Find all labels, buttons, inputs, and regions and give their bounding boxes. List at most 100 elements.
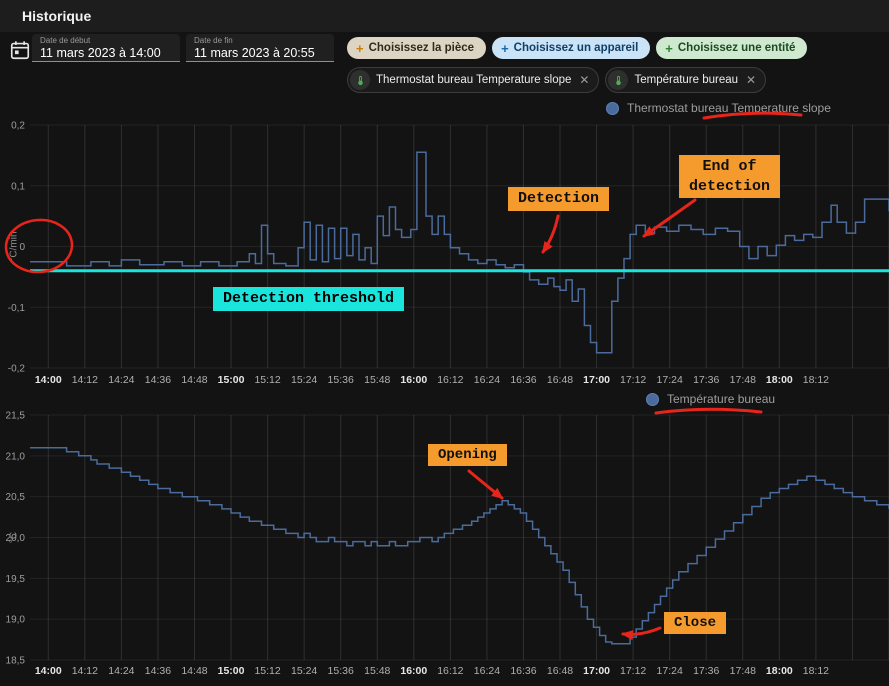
choose-entity-chip[interactable]: + Choisissez une entité — [656, 37, 808, 59]
svg-text:18:12: 18:12 — [803, 665, 829, 677]
start-date-label: Date de début — [40, 36, 91, 45]
svg-text:16:48: 16:48 — [547, 665, 573, 677]
choose-area-label: Choisissez la pièce — [368, 42, 475, 54]
end-date-value: 11 mars 2023 à 20:55 — [194, 46, 315, 60]
svg-text:14:12: 14:12 — [72, 374, 98, 386]
svg-text:16:12: 16:12 — [437, 374, 463, 386]
thermometer-icon — [608, 70, 629, 90]
svg-text:17:24: 17:24 — [657, 374, 683, 386]
svg-text:17:36: 17:36 — [693, 665, 719, 677]
svg-text:18,5: 18,5 — [6, 656, 26, 667]
svg-text:14:12: 14:12 — [72, 665, 98, 677]
svg-text:20,5: 20,5 — [6, 492, 26, 503]
svg-text:14:24: 14:24 — [108, 665, 134, 677]
svg-text:-0,2: -0,2 — [8, 364, 26, 375]
svg-text:17:24: 17:24 — [657, 665, 683, 677]
legend-label: Thermostat bureau Temperature slope — [627, 101, 831, 115]
close-icon[interactable]: ✕ — [579, 73, 590, 87]
annotation-end-line1: End of — [702, 158, 757, 175]
svg-text:0,1: 0,1 — [11, 181, 25, 192]
svg-text:19,5: 19,5 — [6, 574, 26, 585]
entity-chip-temperature[interactable]: Température bureau ✕ — [605, 67, 767, 93]
svg-text:-0,1: -0,1 — [8, 303, 26, 314]
svg-text:16:24: 16:24 — [474, 374, 500, 386]
svg-text:15:24: 15:24 — [291, 374, 317, 386]
legend-temperature[interactable]: Température bureau — [646, 392, 775, 406]
end-date-input[interactable]: Date de fin 11 mars 2023 à 20:55 — [186, 34, 334, 62]
svg-text:16:00: 16:00 — [400, 665, 427, 677]
plus-icon: + — [665, 40, 673, 56]
svg-text:18:00: 18:00 — [766, 665, 793, 677]
choose-entity-label: Choisissez une entité — [677, 42, 796, 54]
svg-text:15:00: 15:00 — [218, 665, 245, 677]
annotation-end-line2: detection — [689, 177, 771, 195]
app-header: Historique — [0, 0, 889, 32]
svg-text:16:12: 16:12 — [437, 665, 463, 677]
svg-text:17:12: 17:12 — [620, 665, 646, 677]
svg-text:14:48: 14:48 — [181, 374, 207, 386]
svg-text:16:48: 16:48 — [547, 374, 573, 386]
svg-text:14:00: 14:00 — [35, 374, 62, 386]
svg-text:19,0: 19,0 — [6, 615, 26, 626]
svg-text:15:12: 15:12 — [254, 665, 280, 677]
svg-text:15:36: 15:36 — [328, 374, 354, 386]
entity-chips-row: Thermostat bureau Temperature slope ✕ Te… — [347, 67, 767, 93]
choose-device-label: Choisissez un appareil — [513, 42, 639, 54]
svg-text:17:48: 17:48 — [730, 374, 756, 386]
y-axis-title-slope: °C/min — [8, 231, 20, 262]
annotation-close: Close — [664, 612, 727, 635]
legend-dot — [646, 392, 659, 406]
filter-chips-row: + Choisissez la pièce + Choisissez un ap… — [347, 37, 808, 59]
start-date-input[interactable]: Date de début 11 mars 2023 à 14:00 — [32, 34, 180, 62]
plus-icon: + — [501, 40, 509, 56]
svg-text:16:24: 16:24 — [474, 665, 500, 677]
temperature-chart[interactable]: 21,5 21,0 20,5 20,0 19,5 19,0 18,5 14:00 14:12 14… — [0, 410, 889, 686]
legend-dot — [606, 101, 619, 115]
choose-device-chip[interactable]: + Choisissez un appareil — [492, 37, 651, 59]
entity-chip-label: Thermostat bureau Temperature slope — [376, 74, 572, 86]
legend-thermostat-slope[interactable]: Thermostat bureau Temperature slope — [606, 101, 831, 115]
svg-text:15:48: 15:48 — [364, 374, 390, 386]
svg-text:15:36: 15:36 — [328, 665, 354, 677]
svg-text:16:36: 16:36 — [510, 665, 536, 677]
choose-area-chip[interactable]: + Choisissez la pièce — [347, 37, 487, 59]
thermometer-icon — [350, 70, 370, 90]
svg-text:18:00: 18:00 — [766, 374, 793, 386]
svg-text:0,2: 0,2 — [11, 121, 25, 132]
svg-text:20,0: 20,0 — [6, 533, 26, 544]
svg-text:18:12: 18:12 — [803, 374, 829, 386]
annotation-end-of-detection: End of detection — [679, 155, 781, 198]
svg-text:0: 0 — [19, 242, 25, 253]
svg-text:14:48: 14:48 — [181, 665, 207, 677]
svg-text:15:00: 15:00 — [218, 374, 245, 386]
legend-label: Température bureau — [667, 392, 776, 406]
svg-text:14:36: 14:36 — [145, 374, 171, 386]
entity-chip-thermostat-slope[interactable]: Thermostat bureau Temperature slope ✕ — [347, 67, 600, 93]
plus-icon: + — [356, 40, 364, 56]
annotation-detection-threshold: Detection threshold — [213, 287, 405, 311]
annotation-opening: Opening — [428, 444, 507, 467]
calendar-icon — [10, 41, 30, 60]
y-axis-title-temperature: °C — [8, 531, 20, 544]
svg-text:16:36: 16:36 — [510, 374, 536, 386]
calendar-button[interactable] — [8, 39, 32, 63]
page-title: Historique — [22, 8, 92, 24]
annotation-detection: Detection — [508, 187, 610, 211]
svg-text:14:00: 14:00 — [35, 665, 62, 677]
entity-chip-label: Température bureau — [634, 74, 739, 86]
svg-text:17:00: 17:00 — [583, 374, 610, 386]
svg-text:14:36: 14:36 — [145, 665, 171, 677]
svg-text:21,5: 21,5 — [6, 411, 26, 422]
svg-text:16:00: 16:00 — [400, 374, 427, 386]
start-date-value: 11 mars 2023 à 14:00 — [40, 46, 161, 60]
svg-text:17:12: 17:12 — [620, 374, 646, 386]
svg-text:21,0: 21,0 — [6, 451, 26, 462]
svg-text:17:48: 17:48 — [730, 665, 756, 677]
svg-text:15:12: 15:12 — [254, 374, 280, 386]
close-icon[interactable]: ✕ — [746, 73, 757, 87]
end-date-label: Date de fin — [194, 36, 233, 45]
svg-text:14:24: 14:24 — [108, 374, 134, 386]
svg-text:15:24: 15:24 — [291, 665, 317, 677]
svg-text:17:36: 17:36 — [693, 374, 719, 386]
svg-text:17:00: 17:00 — [583, 665, 610, 677]
